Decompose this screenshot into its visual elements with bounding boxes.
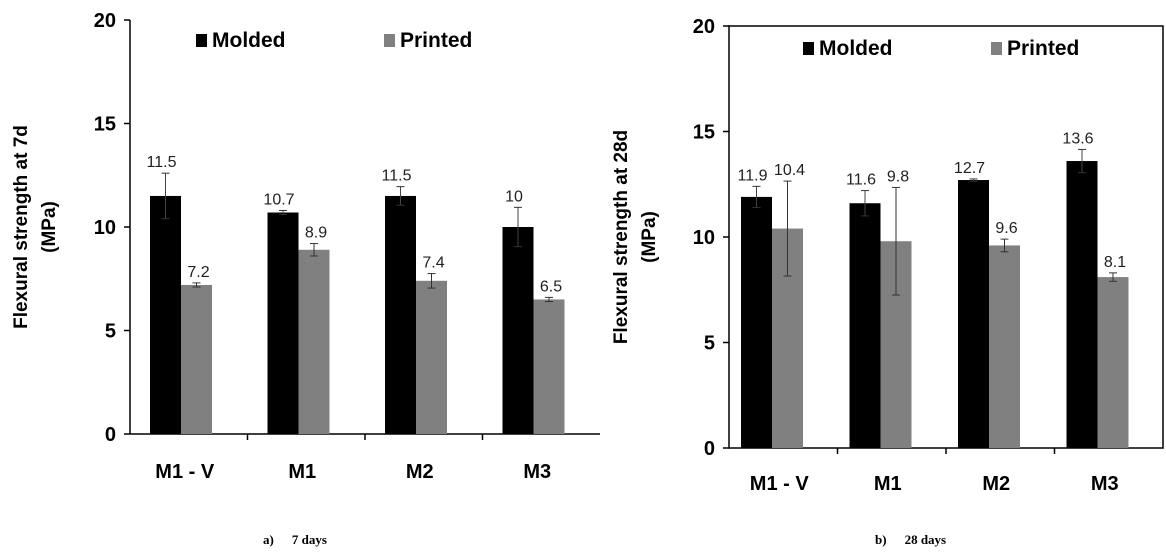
caption-a-label: a) [263, 532, 274, 547]
y-tick-label: 20 [94, 10, 116, 32]
x-tick-label: M1 [874, 473, 902, 495]
caption-a: a) 7 days [263, 532, 327, 548]
caption-b: b) 28 days [875, 532, 946, 548]
y-tick-label: 10 [94, 217, 116, 239]
y-tick-label: 5 [105, 321, 116, 343]
data-label: 11.6 [846, 172, 876, 189]
bar-printed [989, 245, 1020, 448]
y-tick-label: 15 [693, 122, 715, 144]
data-label: 12.7 [954, 160, 985, 177]
bar-molded [1066, 161, 1098, 449]
legend-label-printed: Printed [1007, 37, 1079, 60]
x-tick-label: M1 [288, 461, 316, 483]
legend-swatch-printed [384, 34, 395, 47]
y-tick-label: 0 [105, 424, 116, 446]
bar-printed [181, 284, 212, 434]
data-label: 11.5 [382, 168, 412, 185]
y-axis-label: Flexural strength at 28d [611, 130, 632, 344]
caption-a-text: 7 days [291, 532, 327, 547]
chart-2: 0 5 10 15 20 Flexural strength at 28d (MPa) 11.… [611, 16, 1164, 495]
data-label: 10.7 [263, 191, 294, 208]
x-tick-label: M3 [523, 461, 551, 483]
bar-molded [958, 180, 989, 448]
bar-printed [1097, 277, 1129, 448]
x-tick-label: M2 [982, 473, 1010, 495]
bar-molded [741, 196, 772, 448]
bar-printed [533, 299, 565, 434]
x-tick-label: M3 [1091, 473, 1119, 495]
data-label: 10 [505, 188, 523, 205]
bar-molded [502, 227, 534, 434]
bar-molded [385, 195, 416, 434]
chart-1: 0 5 10 15 20 Flexural strength at 7d (MPa) 11.5… [11, 10, 600, 483]
data-label: 8.9 [305, 225, 327, 242]
y-tick-label: 15 [94, 114, 116, 136]
y-tick-label: 0 [704, 438, 715, 460]
legend-swatch-molded [196, 34, 207, 47]
legend-swatch-printed [991, 42, 1002, 55]
y-tick-label: 5 [704, 333, 715, 355]
y-tick-label: 10 [693, 227, 715, 249]
y-axis-label: (MPa) [39, 201, 60, 253]
data-label: 10.4 [774, 162, 805, 179]
y-axis-label: Flexural strength at 7d [11, 125, 32, 329]
x-tick-label: M2 [406, 461, 434, 483]
y-tick-label: 20 [693, 16, 715, 38]
x-tick-label: M1 - V [155, 461, 215, 483]
data-label: 6.5 [540, 278, 562, 295]
data-label: 13.6 [1062, 130, 1093, 147]
bar-printed [298, 249, 330, 434]
data-label: 7.4 [422, 255, 444, 272]
legend-label-molded: Molded [212, 29, 286, 52]
legend-label-molded: Molded [819, 37, 893, 60]
caption-b-label: b) [875, 532, 887, 547]
data-label: 11.9 [738, 167, 768, 184]
y-axis-label: (MPa) [639, 211, 660, 263]
legend-label-printed: Printed [400, 29, 472, 52]
x-tick-label: M1 - V [750, 473, 810, 495]
bar-molded [267, 212, 299, 434]
data-label: 8.1 [1104, 254, 1126, 271]
caption-b-text: 28 days [904, 532, 947, 547]
bar-printed [416, 280, 447, 434]
data-label: 7.2 [187, 264, 209, 281]
data-label: 11.5 [147, 154, 177, 171]
bar-molded [849, 203, 881, 448]
bar-molded [150, 195, 181, 434]
legend-swatch-molded [803, 42, 814, 55]
data-label: 9.6 [995, 220, 1017, 237]
data-label: 9.8 [887, 168, 909, 185]
